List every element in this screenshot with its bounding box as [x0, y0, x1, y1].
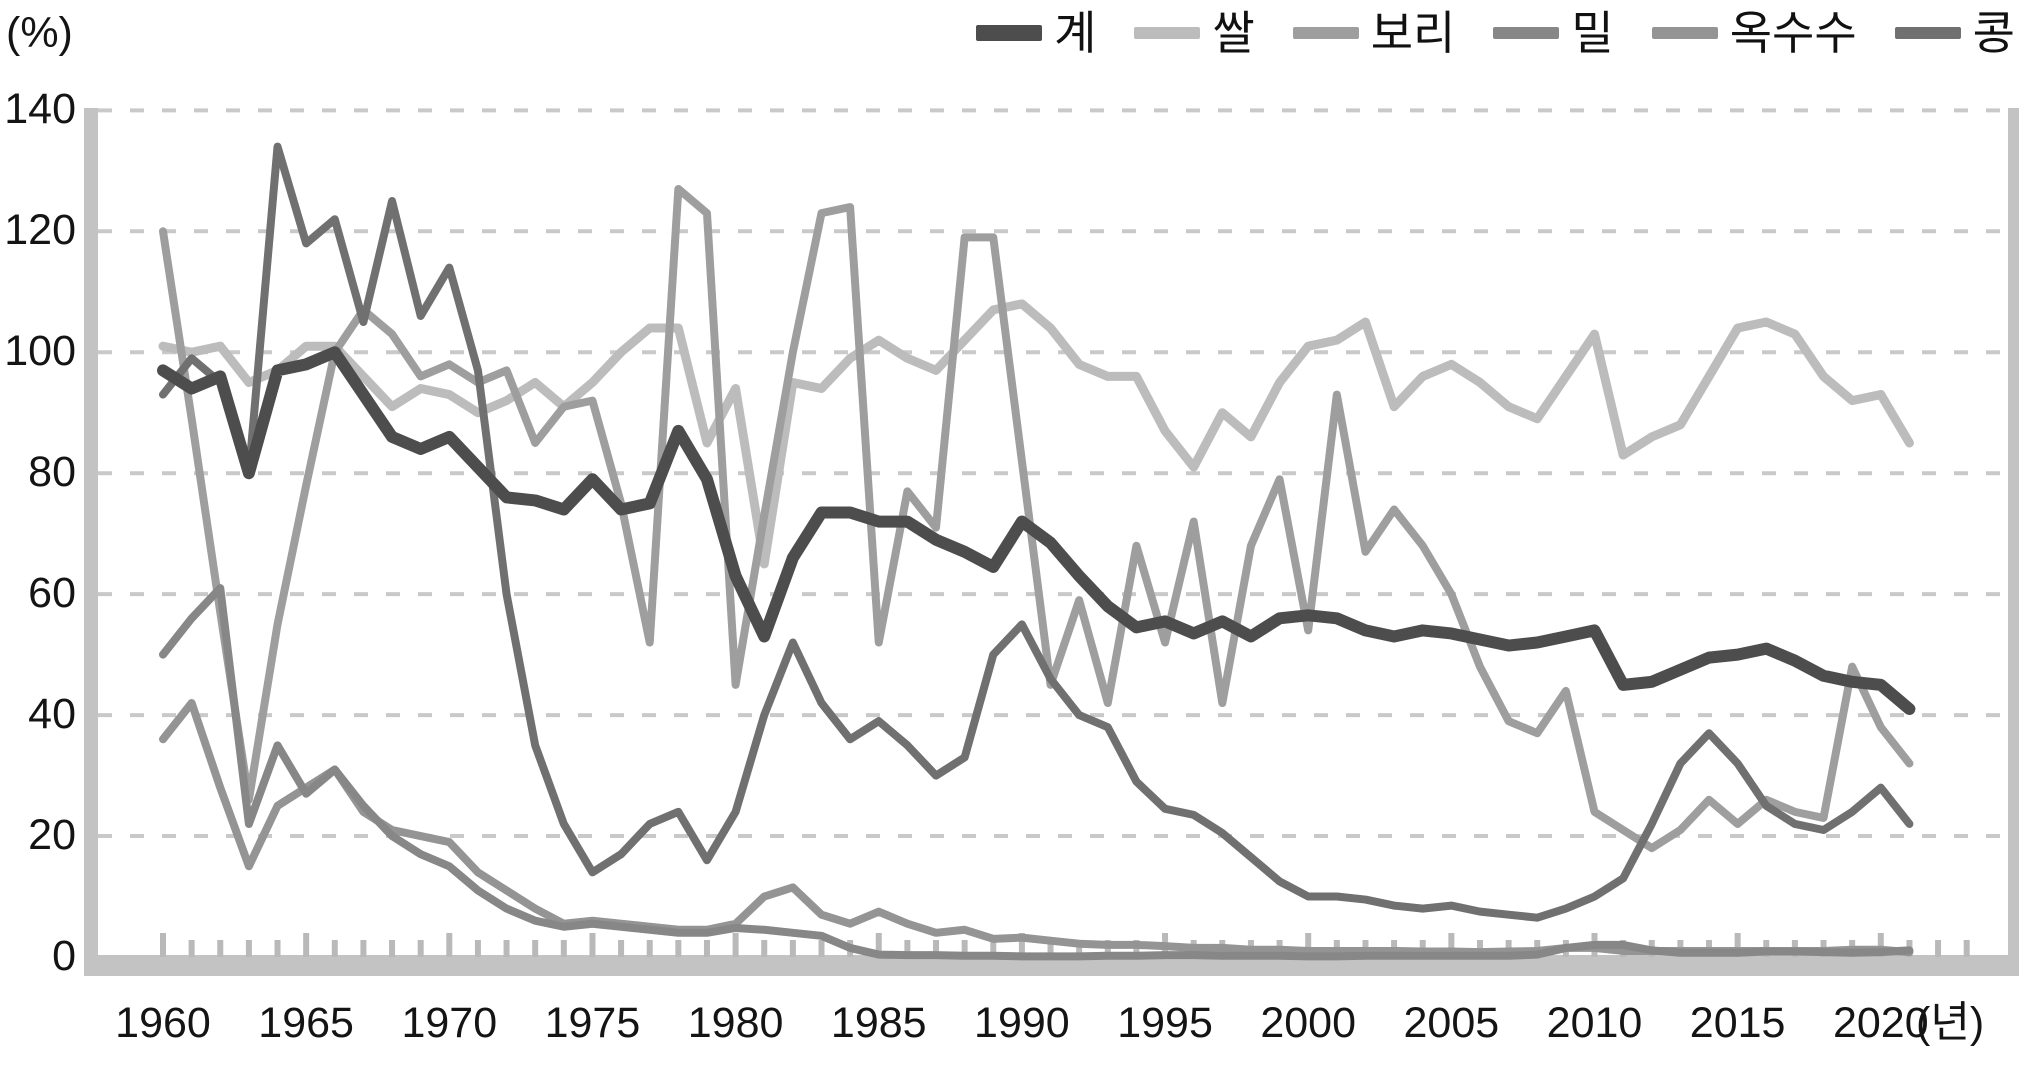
x-tick-label-1970: 1970 [401, 999, 498, 1047]
x-tick-1964 [274, 940, 281, 957]
x-tick-1968 [389, 940, 396, 957]
x-tick-1965 [303, 933, 310, 957]
legend-label: 계 [1054, 7, 1097, 59]
legend-swatch-icon [1651, 27, 1718, 39]
y-tick-label-40: 40 [28, 690, 76, 739]
y-tick-label-140: 140 [4, 85, 76, 134]
x-tick-2020 [1877, 933, 1884, 957]
x-tick-label-1960: 1960 [115, 999, 211, 1047]
legend-swatch-icon [1894, 27, 1961, 39]
legend-swatch-icon [976, 25, 1043, 41]
legend-label: 보리 [1370, 7, 1456, 59]
x-tick-label-1975: 1975 [544, 999, 641, 1047]
x-tick-1963 [245, 940, 252, 957]
x-tick-1966 [331, 940, 338, 957]
x-tick-1977 [646, 940, 653, 957]
x-tick-1976 [618, 940, 625, 957]
x-tick-1974 [560, 940, 567, 957]
x-tick-1978 [675, 940, 682, 957]
x-tick-label-1995: 1995 [1117, 999, 1213, 1047]
x-tick-1967 [360, 940, 367, 957]
x-tick-1969 [417, 940, 424, 957]
legend-label: 콩 [1972, 7, 2015, 59]
x-tick-1960 [160, 933, 166, 957]
x-tick-label-2020: 2020 [1832, 999, 1929, 1047]
legend-item-계: 계 [976, 10, 1096, 56]
x-tick-1985 [875, 933, 882, 957]
x-tick-label-2010: 2010 [1546, 999, 1643, 1047]
x-tick-label-2005: 2005 [1403, 999, 1500, 1047]
y-axis-bar [84, 108, 98, 975]
legend-swatch-icon [1292, 27, 1359, 39]
x-tick-label-2015: 2015 [1689, 999, 1786, 1047]
legend-label: 밀 [1571, 7, 1614, 59]
x-tick-1961 [188, 940, 195, 957]
legend-item-쌀: 쌀 [1134, 7, 1255, 59]
x-tick-1972 [503, 940, 510, 957]
x-tick-2000 [1305, 933, 1312, 957]
x-tick-1962 [217, 940, 224, 957]
x-tick-1975 [589, 933, 596, 957]
y-tick-label-0: 0 [52, 932, 76, 980]
legend-label: 쌀 [1212, 7, 1255, 59]
series-line-계 [157, 346, 1916, 716]
x-tick-1973 [532, 940, 539, 957]
x-axis-unit-label: (년) [1916, 999, 1985, 1047]
x-tick-1989 [990, 940, 997, 957]
x-tick-1980 [732, 933, 739, 957]
x-tick-1982 [789, 940, 796, 957]
y-axis-unit-label: (%) [6, 9, 73, 57]
series-line-보리 [159, 184, 1914, 853]
x-tick-1970 [446, 933, 453, 957]
x-tick-1971 [474, 940, 481, 957]
y-tick-label-20: 20 [28, 811, 76, 860]
x-tick-1986 [904, 940, 911, 957]
x-tick-label-1980: 1980 [687, 999, 784, 1047]
series-line-옥수수 [159, 699, 1914, 957]
series-line-쌀 [158, 299, 1914, 569]
x-tick-1981 [761, 940, 768, 957]
chart-legend: 계 쌀 보리 밀 옥수수 콩 [938, 4, 2015, 62]
legend-label: 옥수수 [1729, 7, 1857, 59]
legend-item-옥수수: 옥수수 [1651, 7, 1857, 59]
x-tick-1988 [961, 940, 968, 957]
x-tick-label-1990: 1990 [974, 999, 1070, 1047]
x-tick-1987 [933, 940, 940, 957]
y-tick-label-60: 60 [28, 569, 76, 618]
plot-right-border [2008, 108, 2019, 976]
x-tick-1992 [1076, 940, 1083, 957]
x-tick-2023 [1963, 940, 1970, 957]
y-tick-label-100: 100 [4, 327, 76, 376]
x-tick-1983 [818, 940, 825, 957]
y-tick-label-80: 80 [28, 448, 76, 497]
x-axis-bar [84, 955, 2008, 976]
legend-swatch-icon [1134, 27, 1201, 39]
legend-item-콩: 콩 [1894, 7, 2015, 59]
x-tick-2022 [1935, 940, 1942, 957]
series-line-밀 [159, 584, 1914, 961]
x-tick-label-1965: 1965 [258, 999, 354, 1047]
x-tick-1979 [703, 940, 710, 957]
legend-item-보리: 보리 [1292, 7, 1456, 59]
y-tick-label-120: 120 [4, 206, 76, 255]
x-tick-2005 [1448, 933, 1455, 957]
x-tick-label-1985: 1985 [830, 999, 927, 1047]
x-tick-1990 [1018, 933, 1025, 957]
series-line-콩 [159, 142, 1914, 922]
legend-item-밀: 밀 [1493, 7, 1614, 59]
x-tick-2015 [1734, 933, 1741, 957]
legend-swatch-icon [1493, 27, 1560, 39]
x-tick-1991 [1047, 940, 1054, 957]
x-tick-label-2000: 2000 [1260, 999, 1357, 1047]
